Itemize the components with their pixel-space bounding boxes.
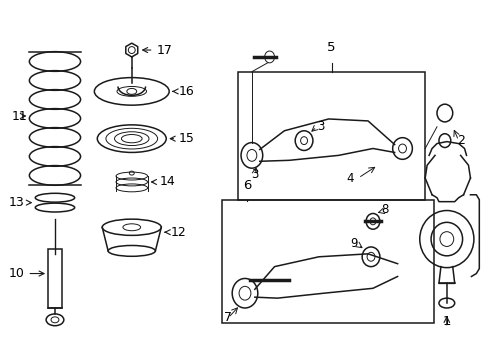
- Text: 4: 4: [346, 171, 353, 185]
- Text: 5: 5: [326, 41, 335, 54]
- Text: 1: 1: [442, 315, 450, 328]
- Text: 3: 3: [316, 120, 324, 133]
- Text: 10: 10: [9, 267, 44, 280]
- Text: 11: 11: [12, 109, 27, 122]
- Text: 14: 14: [151, 175, 175, 189]
- Text: 12: 12: [165, 226, 186, 239]
- Text: 15: 15: [170, 132, 195, 145]
- Bar: [238, 72, 424, 200]
- Text: 13: 13: [9, 196, 31, 209]
- Text: 16: 16: [173, 85, 194, 98]
- Text: 6: 6: [242, 179, 251, 192]
- Bar: [48, 249, 62, 308]
- Text: 2: 2: [456, 134, 464, 147]
- Bar: [222, 200, 433, 323]
- Text: 7: 7: [224, 311, 232, 324]
- Text: 9: 9: [350, 237, 358, 249]
- Text: 17: 17: [142, 44, 172, 57]
- Text: 8: 8: [380, 203, 387, 216]
- Text: 3: 3: [251, 168, 258, 181]
